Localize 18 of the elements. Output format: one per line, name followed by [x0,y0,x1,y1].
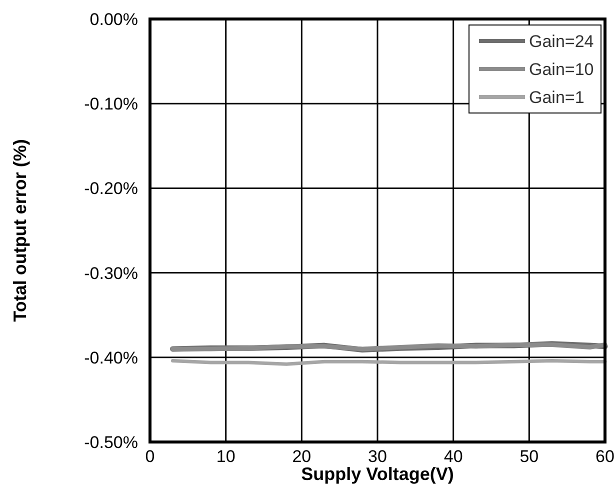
x-tick-label: 50 [520,447,539,466]
legend-label: Gain=24 [529,32,594,51]
y-tick-label: -0.30% [84,264,138,283]
x-tick-label: 10 [216,447,236,466]
y-tick-label: -0.10% [84,94,138,114]
x-tick-label: 60 [596,447,614,466]
legend-label: Gain=10 [529,60,594,79]
x-axis-title: Supply Voltage(V) [301,464,454,484]
x-tick-label: 40 [444,447,463,466]
y-tick-label: -0.20% [84,179,138,198]
x-tick-label: 30 [368,447,387,466]
y-tick-label: -0.50% [84,432,138,452]
y-tick-label: -0.40% [84,348,138,368]
x-tick-label: 20 [292,447,312,466]
legend-label: Gain=1 [529,88,584,107]
y-axis-title: Total output error (%) [10,139,30,322]
x-tick-label: 0 [145,447,155,466]
y-tick-label: 0.00% [90,10,138,29]
